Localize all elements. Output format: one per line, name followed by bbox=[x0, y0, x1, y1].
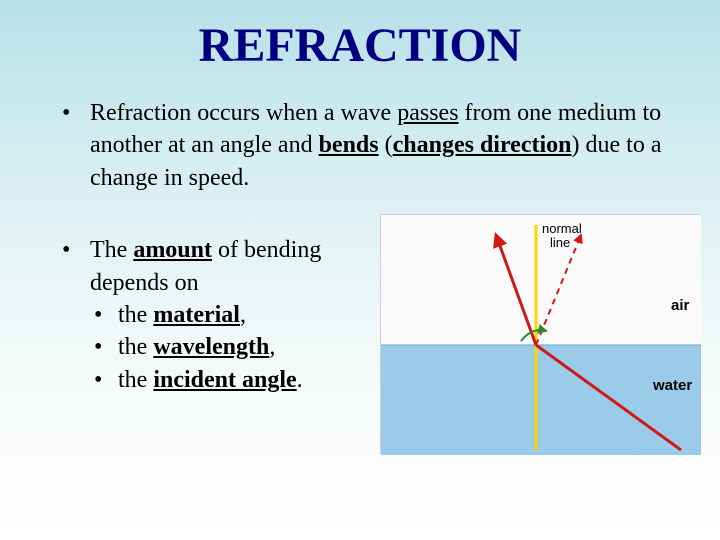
svg-text:air: air bbox=[671, 297, 690, 314]
svg-text:water: water bbox=[652, 377, 692, 394]
text: , bbox=[269, 334, 275, 360]
bullet-2: The amount of bending depends on bbox=[50, 234, 350, 299]
text: Refraction occurs when a wave bbox=[90, 100, 397, 126]
keyword-wavelength: wavelength bbox=[153, 334, 269, 360]
svg-text:normal: normal bbox=[542, 221, 582, 236]
text: The bbox=[90, 237, 133, 263]
keyword-material: material bbox=[153, 302, 240, 328]
page-title: REFRACTION bbox=[0, 0, 720, 97]
diagram-box: normalline air water bbox=[380, 214, 700, 454]
text: ( bbox=[379, 132, 393, 158]
svg-text:line: line bbox=[550, 235, 570, 250]
sub-bullet-material: the material, bbox=[50, 299, 350, 331]
text: the bbox=[118, 367, 153, 393]
sub-bullet-incident-angle: the incident angle. bbox=[50, 364, 350, 396]
text: the bbox=[118, 334, 153, 360]
text: . bbox=[297, 367, 303, 393]
diagram-svg: normalline air water bbox=[381, 215, 701, 455]
keyword-incident-angle: incident angle bbox=[153, 367, 296, 393]
keyword-amount: amount bbox=[133, 237, 212, 263]
text: , bbox=[240, 302, 246, 328]
keyword-bends: bends bbox=[319, 132, 379, 158]
keyword-changes-direction: changes direction bbox=[393, 132, 572, 158]
bullet-1: Refraction occurs when a wave passes fro… bbox=[50, 97, 680, 194]
text: the bbox=[118, 302, 153, 328]
sub-bullet-wavelength: the wavelength, bbox=[50, 331, 350, 363]
content-area: Refraction occurs when a wave passes fro… bbox=[0, 97, 720, 396]
keyword-passes: passes bbox=[397, 100, 458, 126]
